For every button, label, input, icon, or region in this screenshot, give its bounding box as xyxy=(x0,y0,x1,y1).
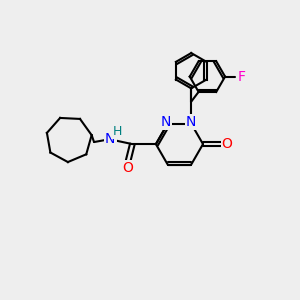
Text: N: N xyxy=(105,132,116,146)
Text: F: F xyxy=(237,70,245,84)
Text: N: N xyxy=(161,115,171,129)
Text: N: N xyxy=(186,115,196,129)
Text: O: O xyxy=(222,137,232,151)
Text: O: O xyxy=(122,161,134,175)
Text: H: H xyxy=(112,125,122,138)
